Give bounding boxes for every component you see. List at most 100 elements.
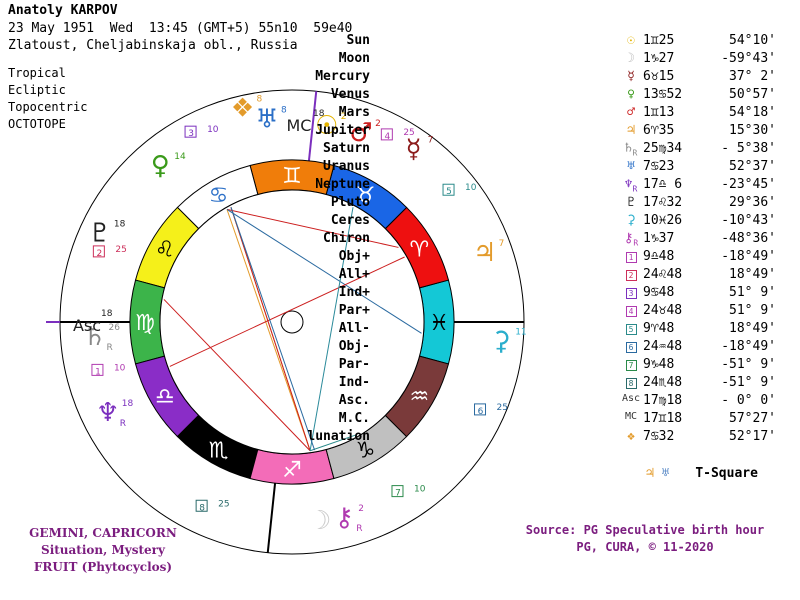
aspect-line [169, 256, 405, 367]
latitude-value: 29°36' [729, 195, 776, 210]
body-name: lunation [307, 429, 370, 444]
planet-icon: ☽ [308, 506, 331, 536]
body-name: Par+ [338, 303, 370, 318]
retrograde-mark: R [632, 148, 638, 158]
aspect-line [163, 299, 311, 452]
body-name: Moon [338, 51, 370, 66]
house-number-label: 5 [446, 187, 452, 197]
retrograde-mark: R [633, 238, 639, 248]
footer-phytocyclos: FRUIT (Phytocyclos) [33, 560, 173, 574]
house-cusp-box [380, 128, 393, 141]
planet-icon: ♃ [473, 238, 496, 268]
t-square-note: ♃ ♅ T-Square [646, 466, 758, 481]
planet-icon: ♆ [96, 398, 119, 428]
latitude-value: 51° 9' [729, 303, 776, 318]
source-line: Source: PG Speculative birth hour [525, 523, 765, 537]
zodiac-sign-icon: ♎ [155, 385, 175, 410]
zodiac-sign-icon: ♊ [282, 164, 302, 189]
latitude-value: 15°30' [729, 123, 776, 138]
ecliptic-position: 24♉48 [643, 303, 683, 318]
latitude-value: 52°37' [729, 159, 776, 174]
planet-degree-label: 8 [257, 95, 263, 105]
planet-degree-label: 10 [465, 183, 477, 193]
ceres-icon: ⚳ [626, 213, 636, 228]
venus-icon: ♀ [627, 87, 635, 102]
par+-icon: 4 [622, 303, 640, 318]
body-name: Venus [330, 87, 370, 102]
ecliptic-position: 1♊13 [643, 105, 675, 120]
ecliptic-position: 24♌48 [643, 267, 683, 282]
body-name: Neptune [315, 177, 370, 192]
source-footer: Source: PG Speculative birth hour PG, CU… [500, 522, 790, 556]
body-name: Obj- [338, 339, 370, 354]
planet-degree-label: 10 [207, 125, 219, 135]
chiron-icon: ⚷R [623, 231, 639, 248]
copyright-line: PG, CURA, © 11-2020 [576, 540, 714, 554]
latitude-value: -51° 9' [721, 357, 776, 372]
house-number-label: 8 [199, 503, 205, 513]
all+-icon: 2 [622, 267, 640, 282]
pluto-icon: ♇ [627, 195, 635, 210]
ecliptic-position: 17♍18 [643, 393, 683, 408]
planet-degree-label: 18 [122, 399, 134, 409]
body-name: Mercury [315, 69, 370, 84]
jupiter-icon: ♃ [646, 466, 654, 481]
footer-keywords: Situation, Mystery [41, 543, 165, 557]
all--icon: 5 [622, 321, 640, 336]
ecliptic-position: 6♈35 [643, 123, 675, 138]
planet-degree-label: 18 [114, 219, 126, 229]
planet-degree-label: 18 [101, 309, 113, 319]
native-name: Anatoly KARPOV [8, 3, 118, 18]
ind+-icon: 3 [622, 285, 640, 300]
house-cusp-box [184, 125, 197, 138]
planet-icon: ♅ [255, 105, 278, 135]
body-name: Jupiter [315, 123, 370, 138]
planet-degree-label: 25 [497, 403, 508, 413]
latitude-value: -18°49' [721, 339, 776, 354]
latitude-value: 52°17' [729, 429, 776, 444]
latitude-value: 37° 2' [729, 69, 776, 84]
ecliptic-position: 1♑27 [643, 51, 675, 66]
planet-icon: ⚷ [335, 503, 354, 533]
retrograde-mark: R [632, 184, 638, 194]
house-cusp-box [195, 499, 208, 512]
house-number-label: 3 [188, 129, 194, 139]
planet-icon: ♀ [151, 151, 170, 181]
ecliptic-position: 7♋32 [643, 429, 675, 444]
ecliptic-position: 25♍34 [643, 141, 683, 156]
body-name: Chiron [323, 231, 370, 246]
aspect-line [226, 209, 311, 451]
body-name: Ind+ [338, 285, 370, 300]
latitude-value: - 0° 0' [721, 393, 776, 408]
latitude-value: 57°27' [729, 411, 776, 426]
aspect-line [230, 207, 316, 451]
center-circle [280, 310, 304, 334]
ecliptic-position: 9♑48 [643, 357, 675, 372]
body-name: Par- [338, 357, 370, 372]
planet-degree-label: 7 [428, 135, 434, 145]
planet-degree-label: 11 [515, 327, 526, 337]
aspect-line [309, 207, 354, 451]
planet-icon: ☿ [406, 134, 422, 164]
chart-system-list: Tropical Ecliptic Topocentric OCTOTOPE [8, 65, 87, 133]
body-name: Pluto [330, 195, 370, 210]
birth-place-line: Zlatoust, Cheljabinskaja obl., Russia [8, 38, 298, 53]
aspect-line [309, 434, 358, 452]
sun-icon: ☉ [627, 33, 635, 48]
ind--icon: 8 [622, 375, 640, 390]
aspect-line [226, 208, 422, 334]
planet-degree-label: 2 [375, 119, 381, 129]
lunation-icon: ❖ [627, 429, 635, 444]
planet-degree-label: 10 [414, 485, 426, 495]
angle-axis [266, 483, 277, 553]
neptune-icon: ♆R [624, 177, 638, 194]
zodiac-sign-icon: ♍ [135, 311, 155, 336]
house-cusp-box [442, 183, 455, 196]
retrograde-mark: R [356, 524, 362, 534]
planet-degree-label: 25 [115, 245, 126, 255]
latitude-value: 51° 9' [729, 285, 776, 300]
latitude-value: -10°43' [721, 213, 776, 228]
zodiac-sign-icon: ♋ [209, 184, 229, 209]
planet-degree-label: 2 [358, 504, 364, 514]
